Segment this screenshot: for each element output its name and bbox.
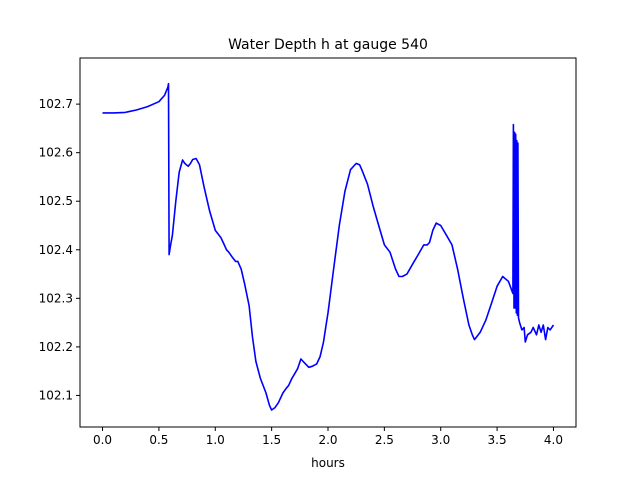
y-tick-label: 102.5 [39,194,73,208]
x-axis-label: hours [311,456,345,470]
y-tick-label: 102.4 [39,243,73,257]
y-tick-label: 102.1 [39,388,73,402]
x-tick-label: 2.5 [375,433,394,447]
series-layer [102,82,555,411]
plot-frame [79,57,577,428]
x-tick-label: 1.0 [206,433,225,447]
y-tick-label: 102.6 [39,146,73,160]
x-axis: 0.0 0.5 1.0 1.5 2.0 2.5 3.0 3.5 4.0 [93,427,563,447]
x-tick-label: 3.5 [488,433,507,447]
y-tick-label: 102.2 [39,340,73,354]
y-tick-label: 102.3 [39,291,73,305]
y-tick-label: 102.7 [39,97,73,111]
chart-title: Water Depth h at gauge 540 [228,37,428,53]
x-tick-label: 0.0 [93,433,112,447]
x-tick-label: 0.5 [149,433,168,447]
x-tick-label: 1.5 [262,433,281,447]
y-axis: 102.1 102.2 102.3 102.4 102.5 102.6 102.7 [39,97,80,402]
x-tick-label: 2.0 [318,433,337,447]
x-tick-label: 4.0 [544,433,563,447]
x-tick-label: 3.0 [431,433,450,447]
series-line [102,82,555,411]
